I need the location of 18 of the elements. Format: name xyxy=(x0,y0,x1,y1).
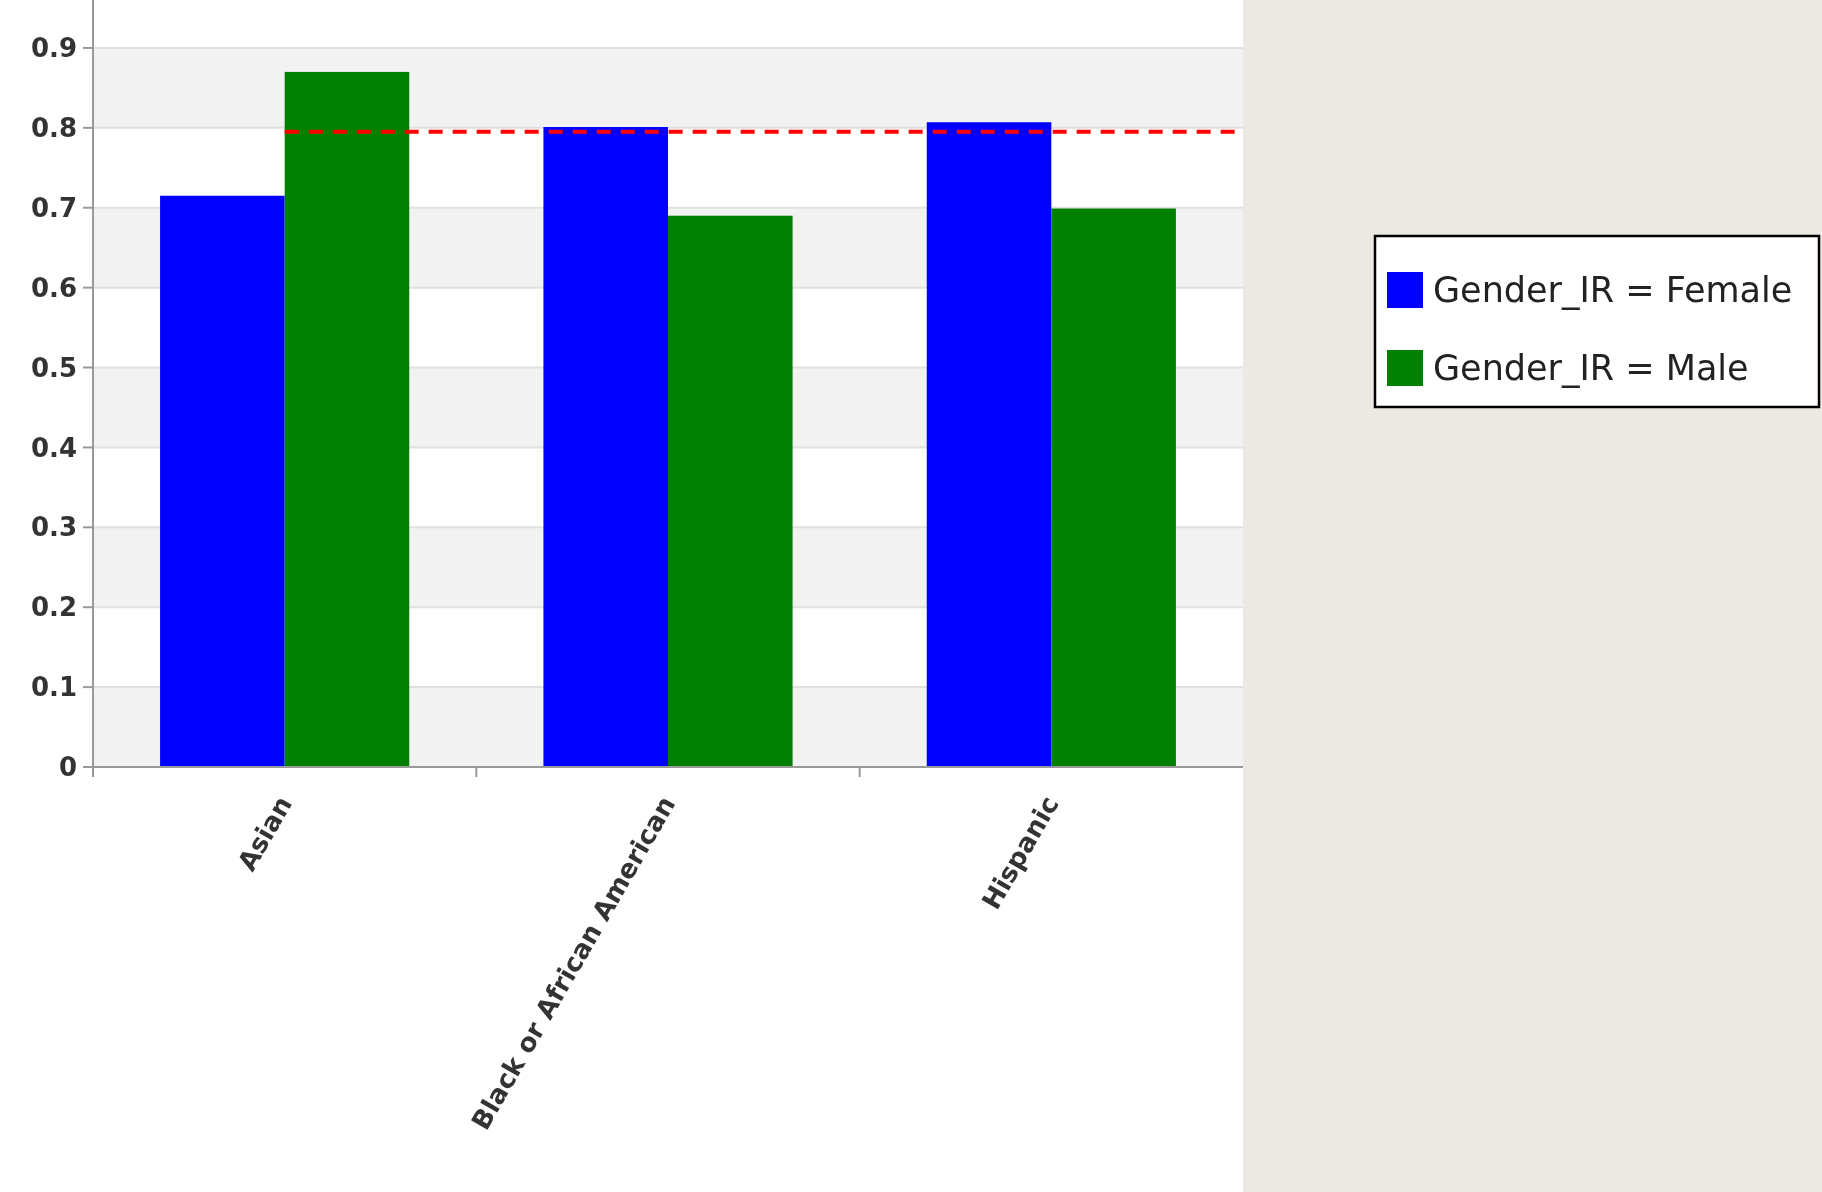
y-tick-label: 0.5 xyxy=(30,352,77,383)
legend-label: Gender_IR = Male xyxy=(1433,348,1749,389)
y-tick-label: 0.3 xyxy=(30,512,77,543)
bar xyxy=(160,195,285,767)
bar xyxy=(284,71,410,767)
y-tick-label: 0.6 xyxy=(30,272,77,303)
bar xyxy=(668,215,793,767)
bar xyxy=(1051,208,1176,767)
y-tick-label: 0.7 xyxy=(30,192,77,223)
y-tick-label: 0.4 xyxy=(30,432,77,463)
y-tick-label: 0.2 xyxy=(30,592,77,623)
bar xyxy=(926,122,1052,767)
y-tick-label: 0.1 xyxy=(30,672,77,703)
legend-label: Gender_IR = Female xyxy=(1433,270,1793,311)
y-tick-label: 0.8 xyxy=(30,112,77,143)
y-tick-label: 0 xyxy=(58,752,77,783)
y-tick-label: 0.9 xyxy=(30,33,77,64)
bar xyxy=(543,127,668,767)
